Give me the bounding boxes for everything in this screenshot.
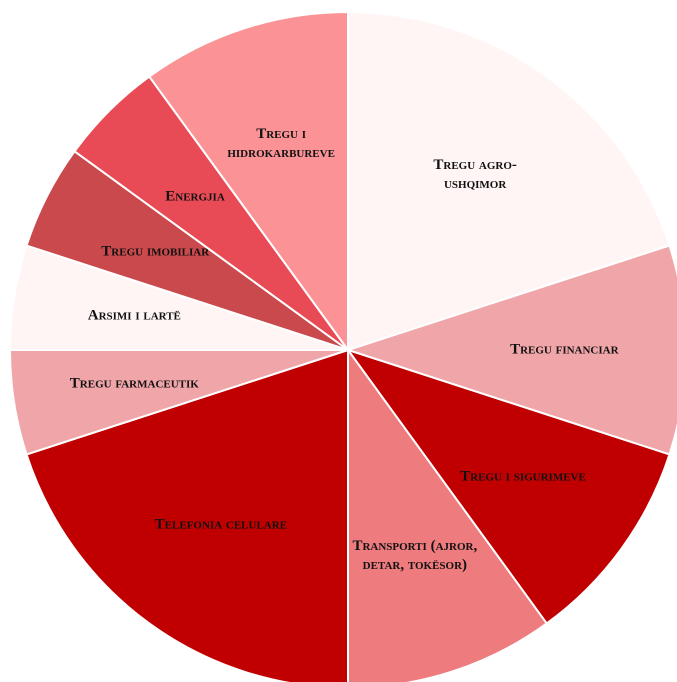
slice-label: Transporti (ajror, detar, tokësor) (352, 537, 478, 573)
pie-slice (345, 348, 671, 625)
slice-label: Tregu agro-ushqimor (433, 156, 517, 192)
slice-label: Tregu i sigurimeve (460, 468, 586, 485)
pie-slice (25, 348, 349, 682)
pie-slice (347, 346, 549, 682)
slice-label: Tregu imobiliar (101, 243, 210, 260)
pie-slice (344, 244, 677, 456)
slice-label: Tregu farmaceutik (69, 375, 199, 392)
slice-label: Tregu financiar (510, 341, 619, 358)
slice-label: Arsimi i lartë (87, 307, 181, 324)
pie-slice (347, 10, 671, 352)
slice-label: Telefonia celulare (154, 516, 288, 533)
slice-label: Tregu i hidrokarbureve (227, 126, 335, 162)
slice-label: Energjia (165, 188, 225, 205)
pie-slice (147, 10, 349, 354)
